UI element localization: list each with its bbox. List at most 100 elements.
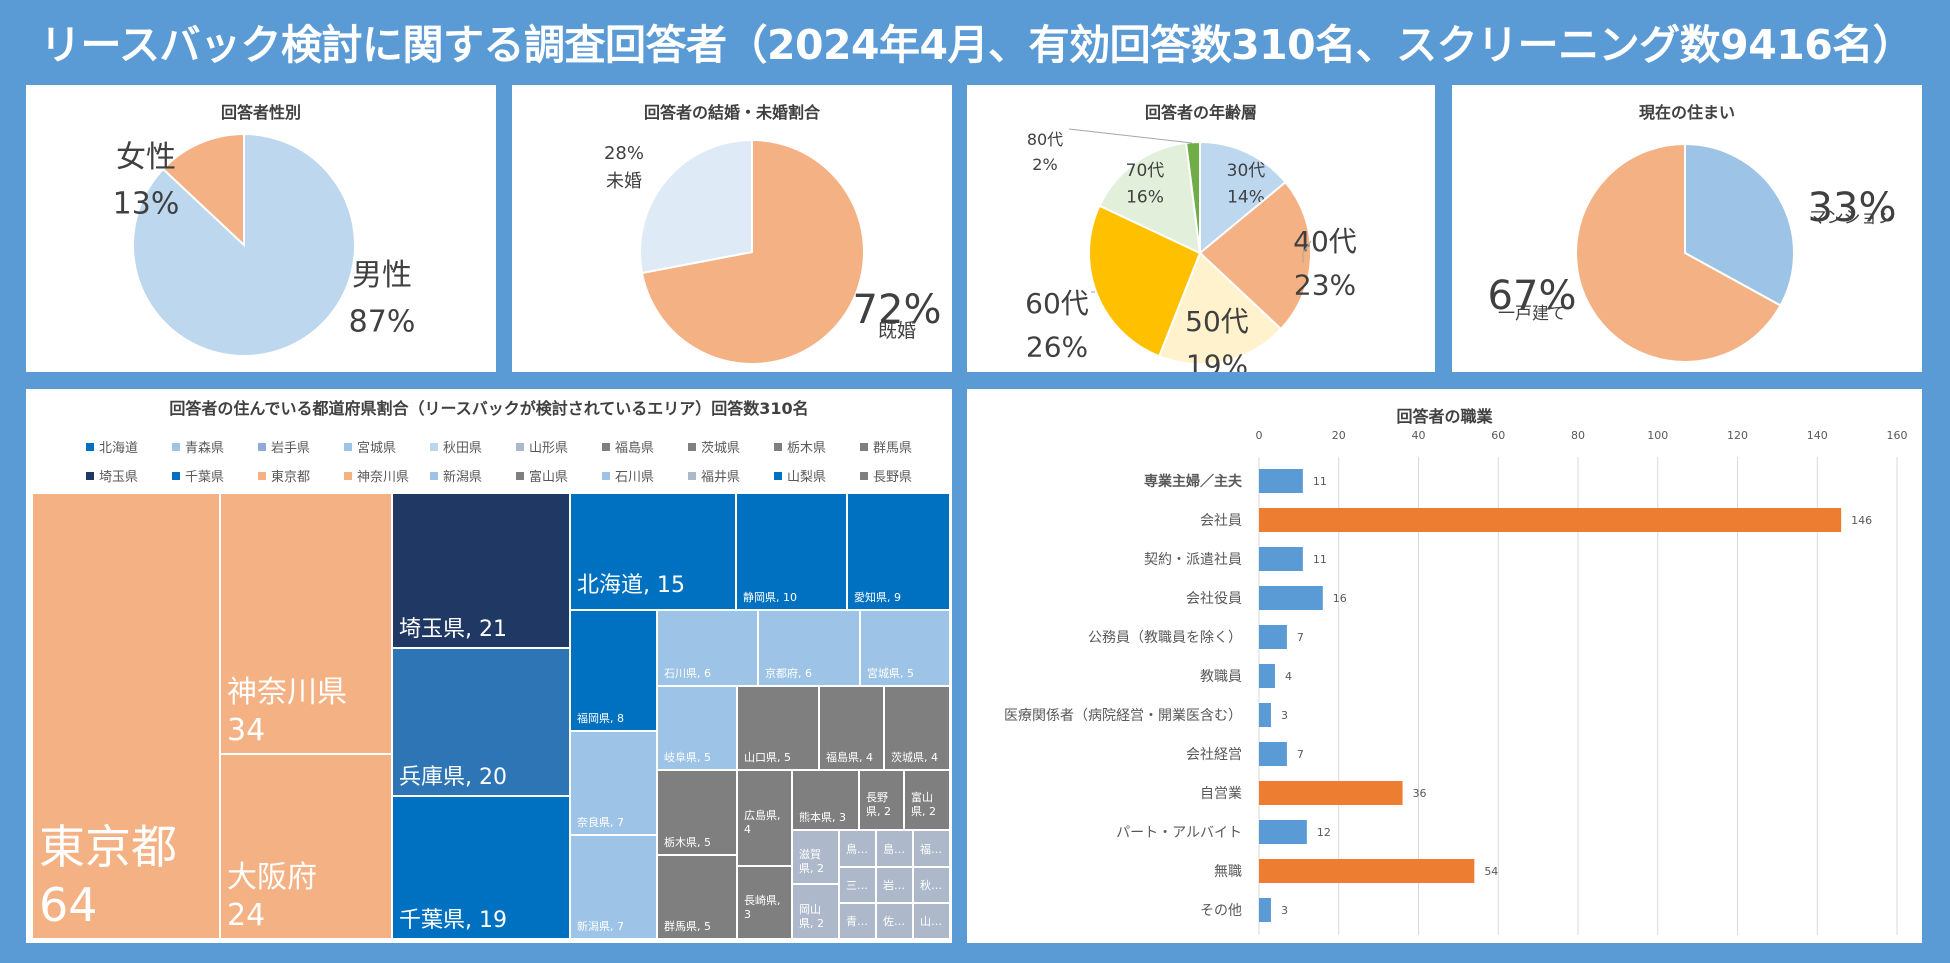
category-label: 会社員 [1200, 513, 1242, 529]
bar [1259, 508, 1842, 532]
pie-label-2-3-value-text: 26% [1026, 330, 1088, 363]
category-label: その他 [1200, 903, 1242, 919]
treemap-cell-label: 京都府, 6 [765, 667, 812, 681]
pie-label-2-4-label: 70代 [1126, 161, 1165, 181]
treemap-cell-label-line: 兵庫県, 20 [399, 764, 507, 790]
treemap-cell-label: 岡山 県, 2 [799, 903, 824, 931]
legend-item: 富山県 [516, 466, 602, 485]
legend-item: 山梨県 [774, 466, 860, 485]
pie-slice-0-1 [161, 132, 245, 248]
treemap-cell-label: 栃木県, 5 [664, 836, 711, 850]
category-label: 契約・派遣社員 [1144, 552, 1242, 568]
treemap-cell-label-line: 奈良県, 7 [577, 816, 624, 830]
legend-label: 秋田県 [443, 441, 483, 456]
pie-label-2-2-label: 50代 [1185, 305, 1249, 338]
treemap-cell: 大阪府 24 [220, 754, 392, 939]
treemap-legend: 北海道 青森県 岩手県 宮城県 秋田県 山形県 福島県 茨城県 栃木県 群馬県 埼玉県 千葉県 東京都 神… [86, 437, 946, 485]
legend-label: 山梨県 [787, 470, 827, 485]
pie-label-1-1-label: 未婚 [606, 171, 642, 192]
treemap-cell: 群馬県, 5 [657, 855, 737, 939]
category-label: 会社役員 [1186, 591, 1242, 607]
gender-pie-title: 回答者性別 [220, 103, 301, 122]
legend-item: 青森県 [172, 437, 258, 456]
treemap-cell-label: 長野 県, 2 [866, 791, 891, 819]
treemap-cell-label: 大阪府 24 [227, 859, 317, 934]
gender-pie-panel: 回答者性別 男性 87% 女性 13% [26, 85, 496, 372]
residence-pie-panel: 現在の住まい 33% マンション 67% 一戸建て [1452, 85, 1922, 372]
treemap-cell: 青… [839, 903, 876, 939]
treemap-cell-label: 東京都 64 [39, 819, 177, 934]
treemap-cell: 千葉県, 19 [392, 796, 570, 939]
treemap-cell-label-line: 鳥… [846, 842, 868, 856]
treemap-cell: 京都府, 6 [758, 610, 860, 686]
data-label: 146 [1851, 514, 1872, 527]
data-label: 3 [1281, 709, 1288, 722]
bar [1259, 547, 1303, 571]
treemap-cell-label-line: 秋… [920, 879, 942, 893]
pie-label-0-0-value-text: 87% [349, 305, 416, 340]
treemap-cell-label: 佐… [883, 915, 905, 929]
occupation-bar-panel: 回答者の職業 0 20 40 60 80 100 120 140 160 専業主婦／主夫 11 会社員… [967, 389, 1922, 943]
treemap-cell-label: 奈良県, 7 [577, 816, 624, 830]
treemap-cell-label-line: 埼玉県, 21 [399, 616, 507, 642]
category-label: 教職員 [1200, 669, 1242, 685]
legend-label: 石川県 [615, 470, 655, 485]
legend-item: 東京都 [258, 466, 344, 485]
legend-label: 栃木県 [787, 441, 827, 456]
treemap-cell-label: 長崎県, 3 [744, 894, 781, 922]
treemap-cell-label-line: 34 [227, 712, 266, 748]
x-tick-label: 140 [1807, 429, 1828, 442]
treemap-cell-label: 兵庫県, 20 [399, 764, 507, 792]
treemap-cell-label: 福… [920, 843, 942, 857]
pie-label-0-1-value-text: 13% [113, 187, 180, 222]
treemap-cell-label-line: 滋賀 [799, 848, 821, 862]
marital-pie-chart: 72%既婚 28% 未婚 [604, 138, 942, 365]
prefecture-treemap-panel: 回答者の住んでいる都道府県割合（リースバックが検討されているエリア）回答数310… [26, 389, 952, 943]
bar [1259, 898, 1271, 922]
pie-slice-3-1 [1575, 142, 1782, 363]
legend-swatch [860, 442, 868, 451]
treemap-cell: 滋賀 県, 2 [792, 830, 839, 884]
treemap-cell-label-line: 県, 2 [866, 805, 891, 818]
treemap-cell-label-line: 島… [883, 842, 905, 856]
treemap-cell: 兵庫県, 20 [392, 648, 570, 796]
treemap-cell-label: 富山 県, 2 [911, 791, 936, 819]
treemap-cell-label: 宮城県, 5 [867, 667, 914, 681]
treemap-cell: 石川県, 6 [657, 610, 758, 686]
treemap-cell: 栃木県, 5 [657, 770, 737, 855]
treemap-cell-label-line: 広島県, [744, 809, 781, 823]
treemap-cell: 長野 県, 2 [859, 770, 904, 830]
legend-item: 神奈川県 [344, 466, 430, 485]
treemap-cell-label: 岩… [883, 879, 905, 893]
pie-label-1-0-name: 既婚 [878, 320, 916, 342]
legend-item: 秋田県 [430, 437, 516, 456]
legend-item: 岩手県 [258, 437, 344, 456]
marital-pie-title: 回答者の結婚・未婚割合 [643, 103, 820, 122]
treemap-cell: 福岡県, 8 [570, 610, 657, 731]
treemap-cell-label-line: 64 [39, 877, 98, 932]
x-tick-label: 60 [1491, 429, 1505, 442]
category-label: 公務員（教職員を除く） [1088, 630, 1242, 646]
data-label: 7 [1297, 631, 1304, 644]
treemap-cell-label: 島… [883, 843, 905, 857]
pie-label-2-5-label: 80代 [1027, 130, 1063, 149]
pie-label-1-0-value-text: 72% [853, 287, 942, 333]
x-tick-label: 20 [1332, 429, 1346, 442]
legend-swatch [86, 471, 94, 480]
gender-pie-chart: 男性 87% 女性 13% [113, 132, 416, 357]
treemap-title: 回答者の住んでいる都道府県割合（リースバックが検討されているエリア）回答数310… [169, 399, 809, 418]
bar [1259, 469, 1303, 493]
pie-label-3-1-value-text: 67% [1488, 273, 1577, 319]
treemap-cell-label: 山口県, 5 [744, 751, 791, 765]
legend-label: 群馬県 [873, 441, 913, 456]
pie-label-1-1-value-text: 28% [604, 143, 644, 164]
x-tick-label: 160 [1887, 429, 1908, 442]
legend-swatch [688, 442, 696, 451]
age-pie-panel: 回答者の年齢層 30代 14% 40代 23% 50代 19% 60代 26% 70代 16% 80… [967, 85, 1435, 372]
pie-label-2-0-value-text: 14% [1227, 187, 1265, 207]
treemap-cell: 広島県, 4 [737, 770, 792, 866]
legend-swatch [516, 442, 524, 451]
treemap-cell-label: 福島県, 4 [826, 751, 873, 765]
treemap-cell-label: 熊本県, 3 [799, 811, 846, 825]
